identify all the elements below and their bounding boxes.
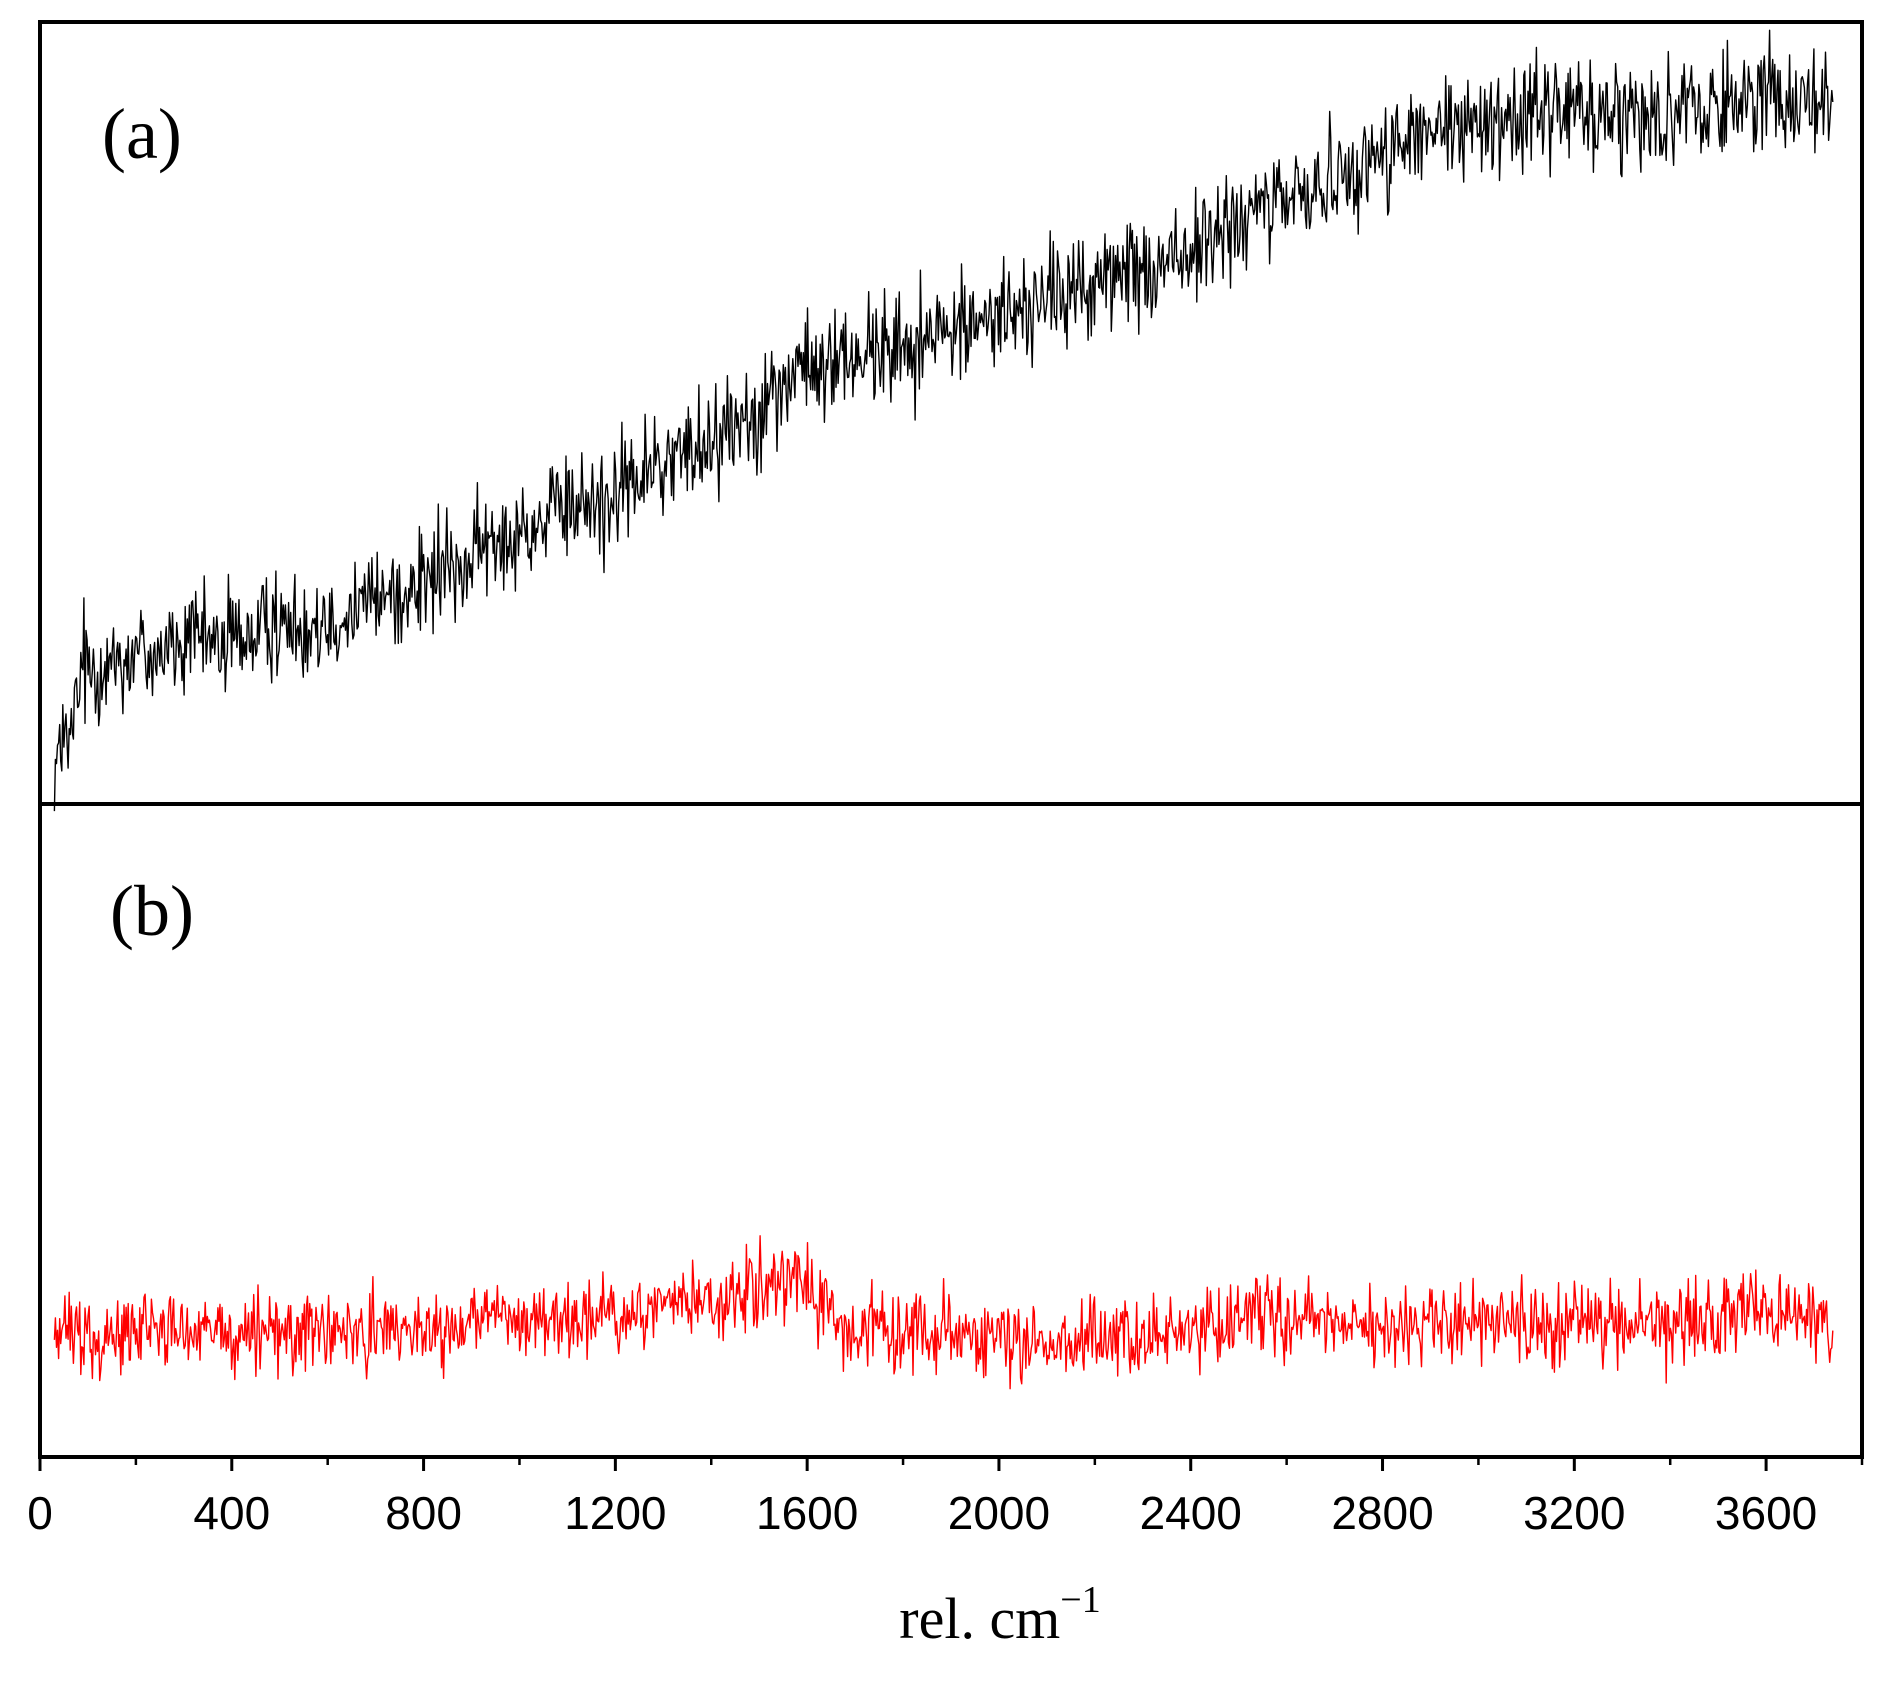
x-tick-label: 800 bbox=[385, 1487, 462, 1539]
x-tick-label: 2400 bbox=[1140, 1487, 1242, 1539]
x-tick-label: 1200 bbox=[564, 1487, 666, 1539]
x-tick-label: 2800 bbox=[1331, 1487, 1433, 1539]
spectrum-a-line bbox=[53, 29, 1834, 812]
x-axis-title-main: rel. cm bbox=[899, 1586, 1060, 1651]
x-axis: 0 400 800 1200 1600 2000 2400 2800 3200 3600 bbox=[27, 1457, 1864, 1539]
panel-b-label: (b) bbox=[110, 871, 194, 951]
panel-a-label: (a) bbox=[102, 94, 182, 174]
x-tick-label: 3600 bbox=[1715, 1487, 1817, 1539]
x-tick-label: 2000 bbox=[948, 1487, 1050, 1539]
spectrum-b-line bbox=[53, 1235, 1834, 1390]
x-tick-label: 400 bbox=[193, 1487, 270, 1539]
x-axis-title-superscript: −1 bbox=[1060, 1579, 1100, 1621]
x-tick-label: 0 bbox=[27, 1487, 53, 1539]
panel-a-plot bbox=[53, 29, 1834, 812]
x-tick-label: 3200 bbox=[1523, 1487, 1625, 1539]
panel-b-plot bbox=[53, 1235, 1834, 1390]
panel-b-frame bbox=[38, 802, 1864, 1459]
x-tick-label: 1600 bbox=[756, 1487, 858, 1539]
x-axis-title: rel. cm−1 bbox=[899, 1579, 1100, 1651]
